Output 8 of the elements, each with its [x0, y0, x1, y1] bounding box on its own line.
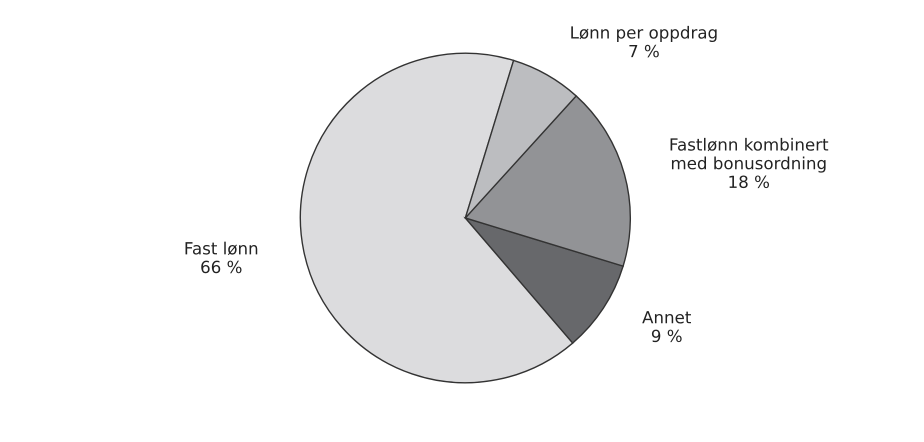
data-label: 66 %: [201, 260, 242, 274]
slice-label: Annet: [642, 311, 691, 324]
data-label: 9 %: [652, 330, 682, 342]
slice-label: Lønn per oppdrag: [571, 26, 717, 42]
data-label: 18 %: [729, 175, 770, 188]
slice-label: Fastlønn kombinert med bonusordning: [670, 138, 828, 173]
data-label: 7 %: [629, 44, 659, 58]
slice-label: Fast lønn: [186, 242, 258, 256]
